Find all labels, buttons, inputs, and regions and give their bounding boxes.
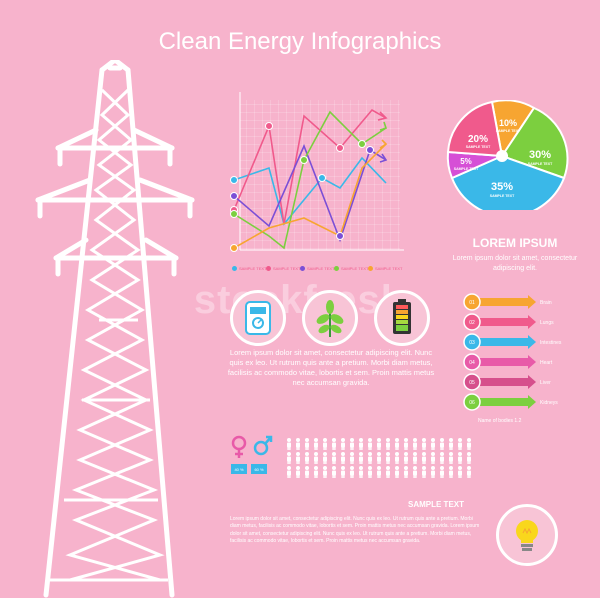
organ-item-liver: 05 Liver: [463, 373, 551, 391]
svg-text:Kidneys: Kidneys: [540, 400, 558, 406]
organ-arrow-list: 01 Brain 02 Lungs 03 Intestines 04 Heart: [463, 293, 562, 411]
pie-label-35: 35%: [491, 181, 513, 193]
sample-text: Lorem ipsum dolor sit amet, consectetur …: [230, 516, 480, 544]
sample-title: SAMPLE TEXT: [408, 500, 465, 509]
pie-slice-35: [450, 154, 566, 210]
svg-text:Brain: Brain: [540, 300, 552, 306]
pie-sub-30: SAMPLE TEXT: [528, 162, 553, 166]
person-icon: [287, 438, 471, 478]
lorem-title: LOREM IPSUM: [472, 236, 558, 250]
organ-caption: Name of bodies 1.2: [478, 418, 522, 424]
series-point: [358, 140, 366, 148]
series-point: [300, 156, 308, 164]
pie-sub-10: SAMPLE TEXT: [496, 129, 521, 133]
chart-legend-item: SAMPLE TEXT: [300, 266, 335, 272]
line-chart: [230, 92, 404, 252]
power-tower-icon: [35, 60, 195, 598]
chart-legend-item: SAMPLE TEXT: [266, 266, 301, 272]
series-arrow: [379, 121, 388, 131]
series-point: [230, 192, 238, 200]
series-point: [230, 176, 238, 184]
battery-icon-circle: [374, 290, 430, 346]
series-line-orange: [233, 143, 387, 249]
lorem-text: Lorem ipsum dolor sit amet, consectetur …: [452, 255, 578, 272]
leaf-icon-circle: [302, 290, 358, 346]
series-arrow: [379, 153, 388, 163]
svg-text:02: 02: [469, 320, 475, 326]
series-point: [336, 232, 344, 240]
chart-legend-item: SAMPLE TEXT: [334, 266, 369, 272]
chart-legend-item: SAMPLE TEXT: [232, 266, 267, 272]
organ-item-kidneys: 06 Kidneys: [463, 393, 558, 411]
svg-text:Heart: Heart: [540, 360, 553, 366]
meter-icon-circle: [230, 290, 286, 346]
gender-block: 40 % 60 %: [231, 435, 273, 474]
body-text: Lorem ipsum dolor sit amet, consectetur …: [227, 348, 435, 387]
organ-item-intestines: 03 Intestines: [463, 333, 562, 351]
female-icon: [231, 435, 247, 458]
pie-chart: 10% SAMPLE TEXT 30% SAMPLE TEXT 35% SAMP…: [446, 100, 569, 210]
organ-item-brain: 01 Brain: [463, 293, 552, 311]
series-point: [318, 174, 326, 182]
svg-text:05: 05: [469, 380, 475, 386]
chart-legend-item: SAMPLE TEXT: [368, 266, 403, 272]
pie-label-30: 30%: [529, 149, 551, 161]
svg-text:Lungs: Lungs: [540, 320, 554, 326]
male-percent: 60 %: [254, 467, 264, 472]
meter-icon: [245, 301, 271, 335]
male-icon: [253, 435, 273, 456]
watermark: stockfresh: [193, 278, 407, 322]
battery-icon: [393, 299, 411, 334]
svg-text:Intestines: Intestines: [540, 340, 562, 346]
pie-label-10: 10%: [499, 118, 517, 128]
organ-item-lungs: 02 Lungs: [463, 313, 554, 331]
pie-sub-5: SAMPLE TEXT: [454, 167, 479, 171]
svg-text:03: 03: [469, 340, 475, 346]
series-point: [230, 210, 238, 218]
svg-text:Liver: Liver: [540, 380, 551, 386]
svg-text:06: 06: [469, 400, 475, 406]
pie-label-20: 20%: [468, 134, 488, 145]
series-point: [265, 122, 273, 130]
series-point: [230, 244, 238, 252]
page-title: Clean Energy Infographics: [158, 28, 442, 55]
series-arrow: [377, 111, 388, 121]
svg-text:04: 04: [469, 360, 475, 366]
pie-slice-30: [500, 106, 569, 180]
female-percent: 40 %: [234, 467, 244, 472]
people-grid: [287, 438, 471, 478]
light-bulb-circle: [496, 504, 558, 566]
pie-slice-20: [446, 100, 504, 158]
leaf-icon: [316, 300, 344, 337]
pie-sub-20: SAMPLE TEXT: [466, 145, 491, 149]
svg-text:01: 01: [469, 300, 475, 306]
pie-label-5: 5%: [460, 157, 472, 166]
light-bulb-icon: [516, 520, 538, 551]
series-point: [366, 146, 374, 154]
series-point: [336, 144, 344, 152]
pie-sub-35: SAMPLE TEXT: [490, 194, 515, 198]
series-arrow: [379, 139, 388, 149]
organ-item-heart: 04 Heart: [463, 353, 553, 371]
